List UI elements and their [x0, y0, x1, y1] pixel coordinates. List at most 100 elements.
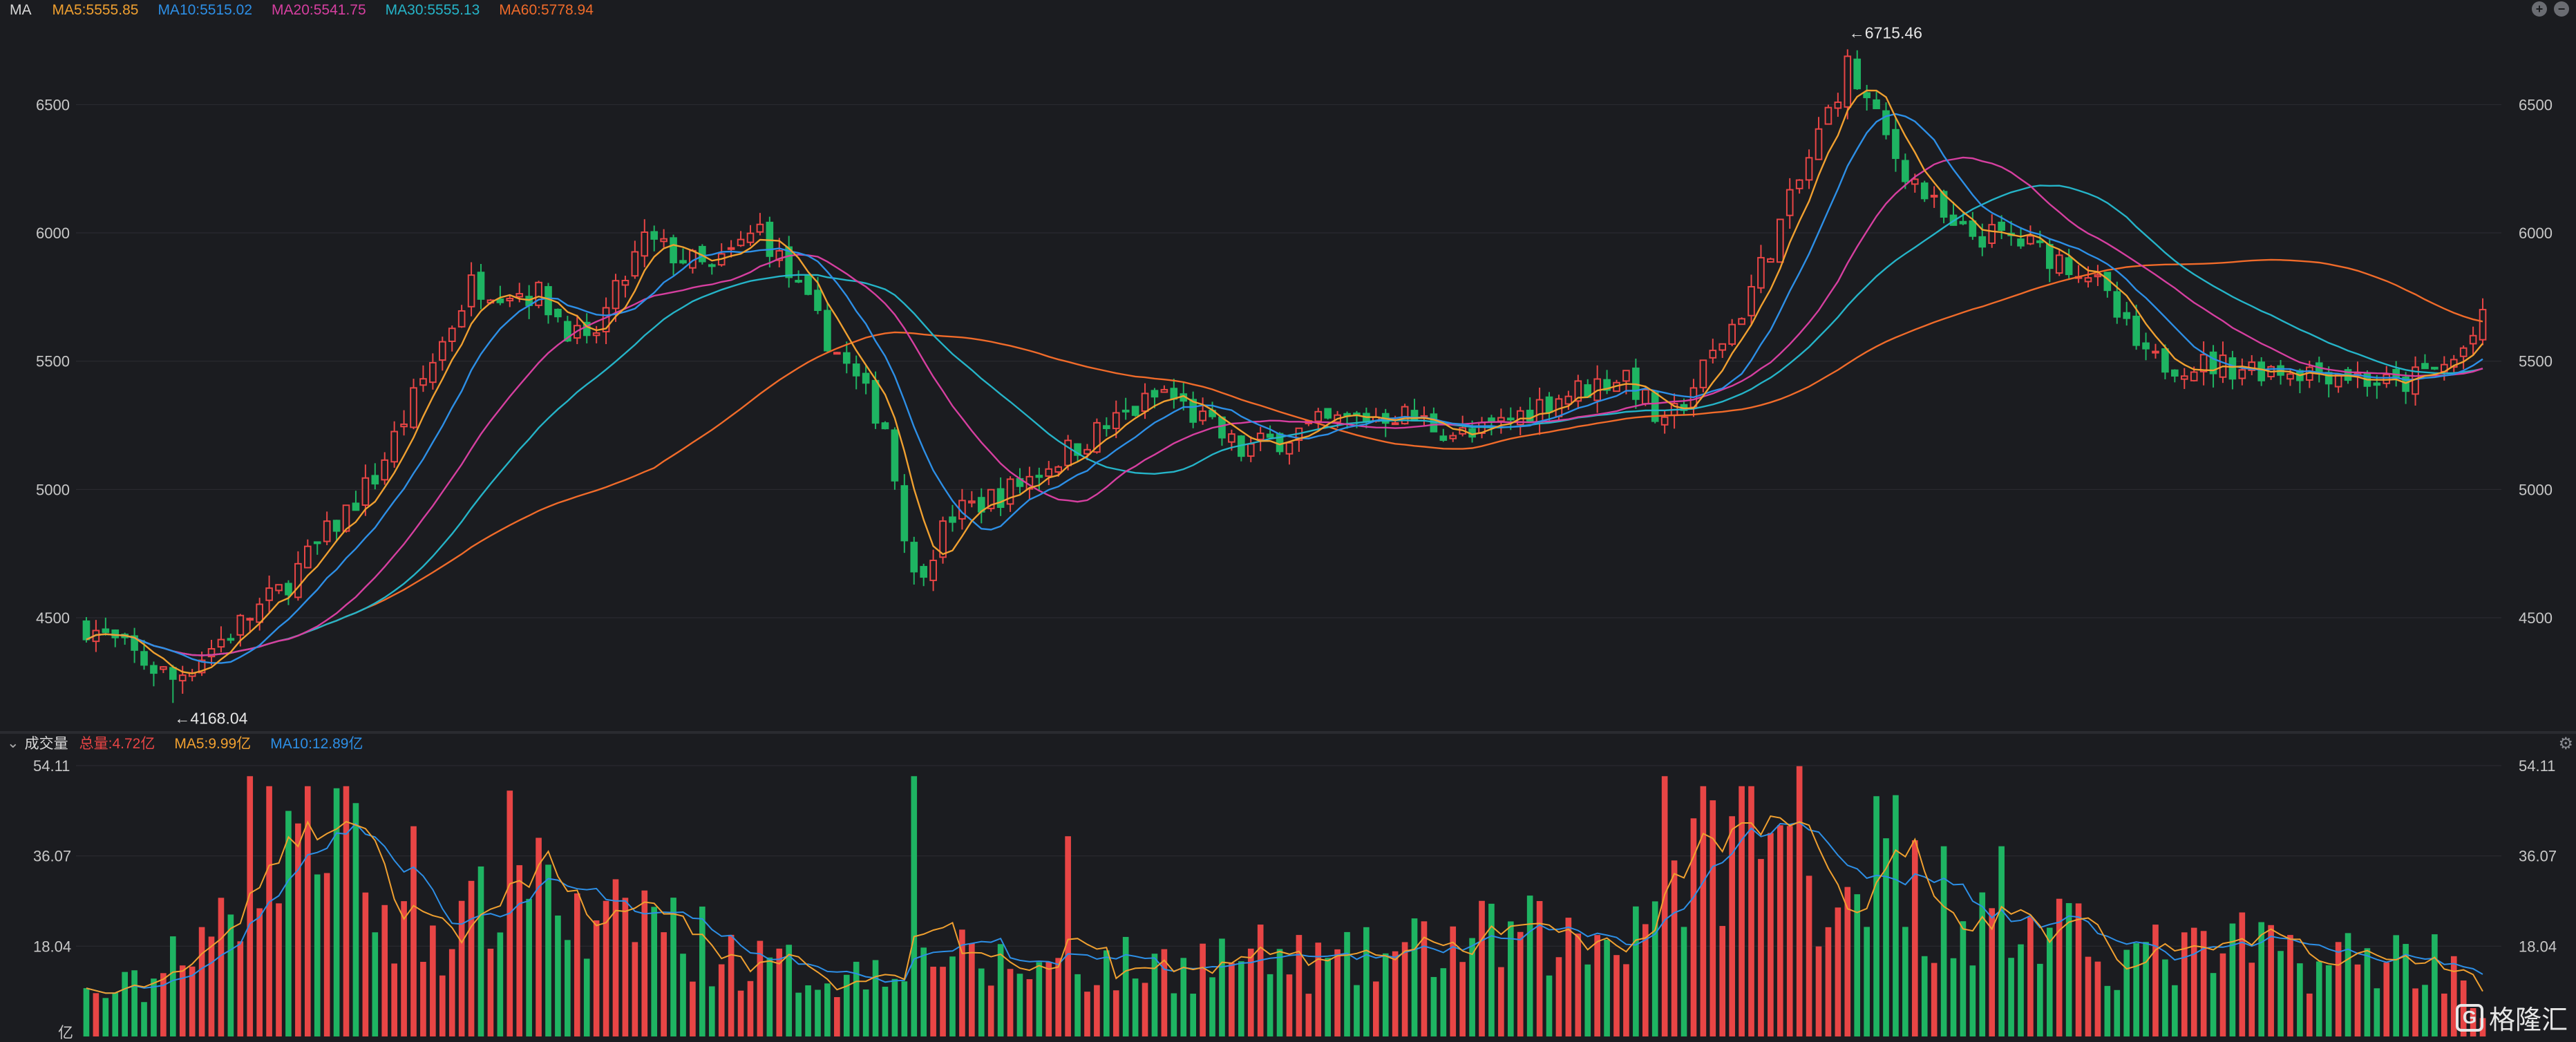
candle — [131, 635, 138, 651]
candle — [968, 500, 976, 504]
volume-bar — [795, 992, 802, 1036]
ma5-line — [86, 89, 2483, 674]
volume-bar — [690, 981, 696, 1036]
volume-bar — [805, 985, 811, 1036]
volume-bar — [1517, 931, 1524, 1036]
volume-bar — [497, 932, 504, 1036]
volume-bar — [487, 948, 494, 1036]
volume-bar — [737, 990, 744, 1036]
candle — [1641, 389, 1649, 405]
candle — [1873, 99, 1880, 109]
candle — [1776, 218, 1784, 263]
volume-bar — [2094, 961, 2101, 1036]
gear-icon[interactable]: ⚙ — [2558, 735, 2573, 753]
candle — [313, 541, 321, 544]
candle — [1920, 182, 1929, 200]
candle — [2199, 354, 2208, 372]
candle — [842, 352, 851, 364]
candle — [756, 223, 764, 233]
volume-bar — [718, 964, 725, 1036]
add-icon[interactable]: + — [2532, 1, 2547, 17]
volume-bar — [1200, 943, 1206, 1036]
candle — [871, 379, 880, 424]
chevron-down-icon[interactable]: ⌄ — [7, 735, 19, 751]
volume-bar — [2162, 959, 2168, 1036]
volume-bar — [1911, 840, 1918, 1036]
volume-bar — [2085, 956, 2092, 1036]
volume-bar — [2374, 988, 2380, 1036]
candle — [1603, 379, 1611, 391]
volume-bar — [815, 989, 821, 1036]
volume-bar — [882, 986, 889, 1036]
candle — [1074, 443, 1081, 456]
volume-bar — [1526, 896, 1533, 1036]
indicator-name[interactable]: MA — [10, 2, 32, 18]
legend-ma5: MA5:5555.85 — [52, 2, 139, 18]
candle — [592, 332, 600, 337]
volume-bar — [256, 908, 263, 1036]
candle — [2209, 351, 2217, 375]
candle — [448, 328, 456, 342]
candle — [390, 430, 398, 463]
volume-bar — [1190, 994, 1197, 1036]
candle — [1969, 220, 1977, 237]
volume-bar — [622, 898, 629, 1036]
candle — [2190, 371, 2198, 381]
candle — [612, 280, 620, 310]
volume-bar — [131, 970, 138, 1036]
candle — [1564, 395, 1573, 405]
candle — [1844, 55, 1852, 108]
candle — [2431, 366, 2438, 370]
volume-bar — [1883, 838, 1889, 1036]
candle — [1978, 236, 1987, 248]
volume-indicator-name[interactable]: 成交量 — [24, 736, 68, 752]
candle — [564, 321, 571, 342]
candle — [2142, 342, 2150, 350]
volume-bar — [1969, 965, 1976, 1036]
volume-bar — [536, 837, 542, 1036]
candle — [410, 387, 417, 428]
volume-bar — [920, 947, 927, 1036]
volume-bar — [2181, 932, 2188, 1036]
volume-bar — [1382, 953, 1389, 1036]
ma30-line — [86, 184, 2483, 656]
volume-bar — [1238, 961, 1244, 1036]
candle — [294, 562, 302, 598]
candle — [303, 545, 312, 569]
volume-bar — [834, 997, 840, 1036]
candle — [1545, 396, 1553, 413]
candle — [1930, 194, 1938, 198]
candle — [2065, 257, 2073, 276]
volume-bar — [1296, 935, 1303, 1036]
candle — [996, 488, 1005, 509]
price-tick-right: 6000 — [2519, 225, 2553, 242]
candle — [708, 264, 716, 267]
volume-bar — [1921, 956, 1928, 1036]
volume-bar — [1372, 981, 1379, 1036]
candle — [1045, 468, 1053, 477]
volume-bar — [1315, 942, 1322, 1036]
extreme-label: ←4168.04 — [174, 709, 247, 727]
volume-bar — [987, 985, 994, 1036]
candle — [82, 620, 91, 641]
remove-icon[interactable]: − — [2554, 1, 2569, 17]
volume-bar — [545, 864, 551, 1036]
volume-bar — [2354, 964, 2361, 1036]
candle — [1112, 412, 1120, 430]
volume-bar — [661, 932, 667, 1036]
candle — [1064, 439, 1072, 466]
volume-bar — [420, 962, 426, 1036]
volume-bar — [1700, 786, 1707, 1036]
volume-bar — [1902, 927, 1909, 1036]
volume-bar — [448, 949, 455, 1036]
volume-bar — [304, 786, 311, 1036]
legend-volume-ma10: MA10:12.89亿 — [270, 736, 363, 752]
candle — [824, 310, 831, 352]
volume-bar — [593, 920, 600, 1036]
candle — [342, 504, 350, 532]
volume-bar — [1960, 921, 1967, 1036]
volume-bar — [468, 880, 475, 1036]
logo-mark: G — [2455, 1003, 2483, 1032]
volume-bar — [372, 932, 379, 1036]
